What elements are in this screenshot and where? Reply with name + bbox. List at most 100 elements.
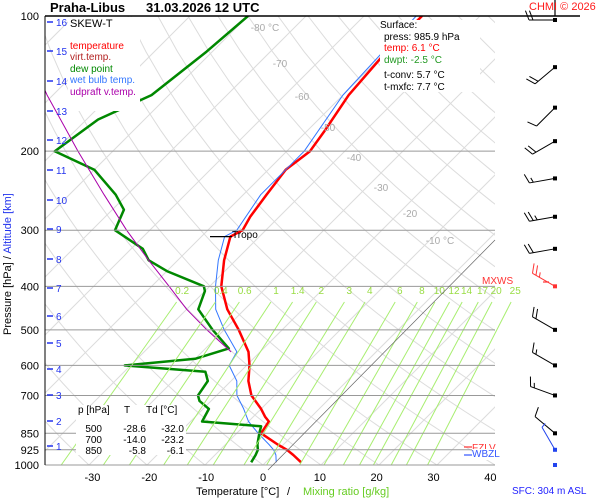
wind-barb-flag	[527, 145, 537, 153]
table-header-td: Td [°C]	[146, 405, 178, 416]
dry-adiabat-line	[518, 16, 600, 465]
altitude-tick-label: 16	[56, 18, 68, 29]
dry-adiabat-line	[277, 16, 495, 236]
mixing-ratio-line	[323, 301, 418, 466]
isotherm-label: -50	[321, 123, 336, 134]
mixing-ratio-label: 3	[347, 286, 353, 297]
mixing-ratio-label: 0.6	[238, 286, 252, 297]
x-axis-label-mixing-ratio: Mixing ratio [g/kg]	[303, 486, 390, 498]
wind-barb-flag	[541, 423, 546, 428]
wind-barb-flag	[524, 147, 533, 155]
legend: SKEW-T temperature virt.temp. dew point wet…	[68, 17, 140, 111]
x-tick-label: -20	[141, 472, 157, 484]
x-tick-label: 20	[371, 472, 383, 484]
table-header-p: p [hPa]	[78, 405, 110, 416]
wind-barb-flag	[523, 244, 530, 254]
mixing-ratio-label: 8	[419, 286, 425, 297]
wind-barb-shaft	[534, 416, 556, 434]
isotherm-line	[494, 464, 495, 465]
x-tick-label: 10	[314, 472, 326, 484]
mixing-ratio-label: 0.2	[175, 286, 189, 297]
surface-tconv: t-conv: 5.7 °C	[384, 70, 445, 81]
legend-item: virt.temp.	[70, 52, 112, 63]
mixing-ratio-label: 14	[461, 286, 473, 297]
x-tick-label: 40	[484, 472, 496, 484]
mixing-ratio-line	[372, 301, 463, 466]
isotherm-label: -80 °C	[251, 23, 279, 34]
x-tick-label: 30	[427, 472, 439, 484]
mixing-ratio-label: 12	[448, 286, 460, 297]
mixing-ratio-label: 2	[319, 286, 325, 297]
dry-adiabat-line	[487, 16, 495, 24]
wind-barb-flag	[531, 306, 535, 317]
isotherm-label: -20	[403, 209, 418, 220]
altitude-tick-label: 3	[56, 391, 62, 402]
pressure-tick-label: 100	[21, 11, 39, 23]
wind-barb-flag	[535, 265, 539, 276]
mxws-label: MXWS	[482, 276, 514, 287]
wind-barb-flag	[523, 212, 530, 222]
reference-line	[267, 239, 496, 471]
isotherm-line	[553, 16, 600, 465]
pressure-tick-label: 300	[21, 225, 39, 237]
pressure-tick-label: 850	[21, 428, 39, 440]
isotherm-line	[320, 290, 495, 465]
wind-barb-shaft	[532, 351, 556, 366]
wind-barb-shaft	[541, 427, 556, 451]
legend-item: wet bulb temp.	[70, 75, 136, 86]
wind-barb-flag	[535, 349, 538, 355]
wind-barb-flag	[531, 263, 535, 274]
mixing-ratio-line	[405, 301, 493, 466]
wind-barb-shaft	[529, 248, 556, 254]
isotherm-label: -70	[273, 59, 288, 70]
wind-barb-flag	[534, 406, 539, 417]
y-axis-label-pressure: Pressure [hPa]	[2, 262, 14, 335]
wind-barb-shaft	[536, 107, 556, 127]
mixing-ratio-label: 4	[367, 286, 373, 297]
table-cell: 850	[85, 446, 102, 457]
mixing-ratio-line	[266, 301, 366, 466]
altitude-tick-label: 11	[56, 166, 67, 177]
dry-adiabat-line	[307, 16, 495, 205]
wind-barb-flag	[524, 10, 530, 21]
mixing-ratio-line	[390, 301, 479, 466]
legend-item: dew point	[70, 63, 113, 75]
wind-barb-flag	[530, 177, 534, 183]
series-line-temperature	[220, 16, 423, 464]
mixing-ratio-label: 17	[477, 286, 489, 297]
wind-barb-flag	[527, 211, 534, 221]
table-cell: -23.2	[161, 435, 184, 446]
surface-dwpt: dwpt: -2.5 °C	[384, 54, 442, 66]
fzlv-label: FZLV	[472, 443, 496, 449]
y-axis-label: Pressure [hPa] / Altitude [km]	[2, 193, 14, 335]
datetime: 31.03.2026 12 UTC	[146, 0, 260, 15]
table-cell: -5.8	[128, 446, 146, 457]
altitude-tick-label: 15	[56, 47, 68, 58]
dry-adiabat-line	[157, 16, 495, 364]
y-axis-label-altitude: Altitude [km]	[2, 193, 14, 254]
altitude-tick-label: 9	[56, 225, 62, 236]
altitude-tick-label: 4	[56, 365, 62, 376]
wind-barb-shaft	[529, 216, 556, 222]
mixing-ratio-line	[243, 301, 345, 466]
wind-barb-flag	[534, 215, 538, 221]
pressure-tick-label: 925	[21, 445, 39, 457]
isotherm-line	[378, 348, 495, 465]
table-cell: -28.6	[123, 424, 146, 435]
x-tick-label: 0	[260, 472, 266, 484]
wind-barb-shaft	[534, 66, 556, 85]
dry-adiabat-line	[217, 16, 495, 299]
pressure-tick-label: 1000	[15, 460, 39, 472]
wind-barb-flag	[527, 243, 534, 253]
altitude-tick-label: 7	[56, 284, 62, 295]
altitude-tick-label: 14	[56, 77, 68, 88]
surface-tmxfc: t-mxfc: 7.7 °C	[384, 81, 445, 93]
mixing-ratio-label: 6	[397, 286, 403, 297]
wind-barb-flag	[531, 342, 535, 353]
wind-barb-shaft	[532, 140, 556, 155]
x-axis-label-sep: /	[287, 486, 291, 498]
wind-barb-flag	[528, 10, 534, 21]
y-axis-label-sep: /	[2, 256, 14, 260]
wind-barb-flag	[526, 78, 536, 85]
wbzl-label: WBZL	[472, 449, 500, 460]
